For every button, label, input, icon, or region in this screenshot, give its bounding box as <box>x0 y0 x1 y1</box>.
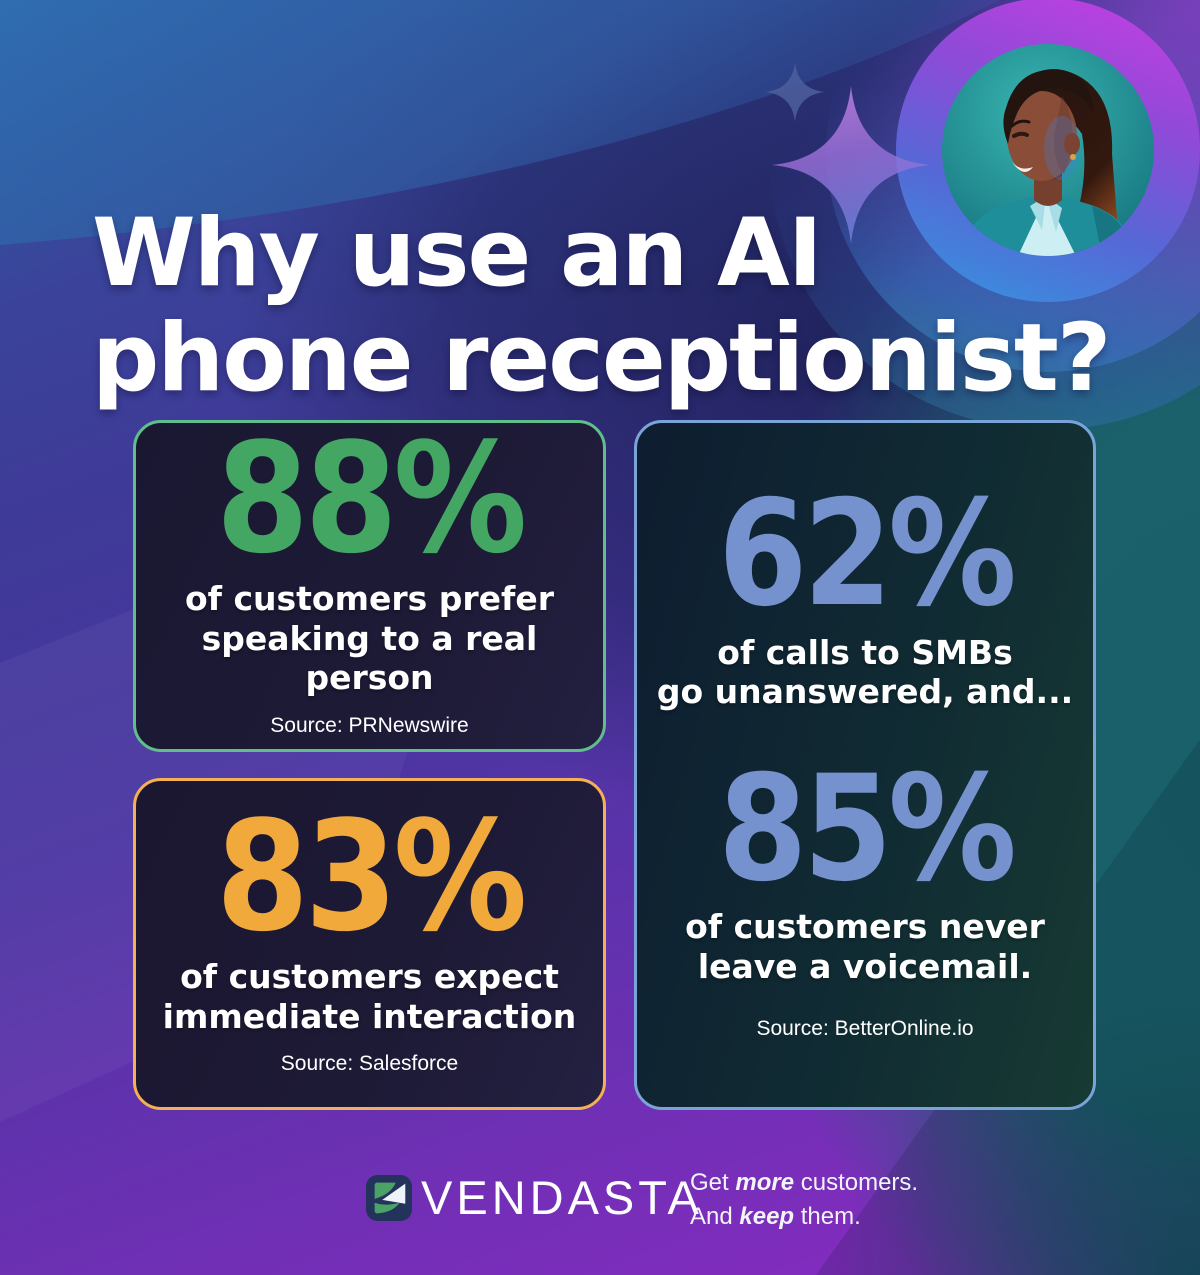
stat-description: of customers prefer speaking to a real p… <box>184 579 555 698</box>
stat-description: of customers never leave a voicemail. <box>685 907 1045 986</box>
stat-description: of calls to SMBs go unanswered, and... <box>656 632 1074 712</box>
stat-card-blue: 62% of calls to SMBs go unanswered, and.… <box>634 420 1096 1110</box>
stat-description: of customers expect immediate interactio… <box>162 957 577 1036</box>
vendasta-logo-icon <box>366 1174 412 1221</box>
top-left-swoosh-shape <box>0 0 1000 245</box>
receptionist-portrait-illustration <box>942 44 1154 256</box>
tagline-line-1: Get more customers. <box>690 1169 919 1196</box>
stat-source: Source: BetterOnline.io <box>756 1016 974 1040</box>
stat-value-62: 62% <box>717 469 1017 640</box>
stat-value-85: 85% <box>717 744 1017 914</box>
stat-group-62: 62% of calls to SMBs go unanswered, and.… <box>656 469 1074 712</box>
title-line-1: Why use an AI <box>92 198 823 308</box>
stat-value-88: 88% <box>216 410 527 588</box>
receptionist-portrait <box>942 44 1154 256</box>
page-title: Why use an AI phone receptionist? <box>92 198 1111 414</box>
brand-lockup: VENDASTA <box>366 1170 703 1225</box>
brand-tagline: Get more customers. And keep them. <box>690 1166 918 1234</box>
stat-source: Source: PRNewswire <box>270 713 469 737</box>
sparkle-icon <box>772 86 930 244</box>
stat-value-83: 83% <box>216 787 527 965</box>
stat-card-green: 88% of customers prefer speaking to a re… <box>133 420 606 752</box>
tagline-line-2: And keep them. <box>690 1203 861 1230</box>
sparkle-icon <box>765 62 825 122</box>
title-line-2: phone receptionist? <box>92 304 1111 414</box>
stat-group-85: 85% of customers never leave a voicemail… <box>685 744 1045 987</box>
stat-card-orange: 83% of customers expect immediate intera… <box>133 778 606 1110</box>
stat-source: Source: Salesforce <box>280 1052 459 1076</box>
brand-name: VENDASTA <box>421 1171 703 1224</box>
